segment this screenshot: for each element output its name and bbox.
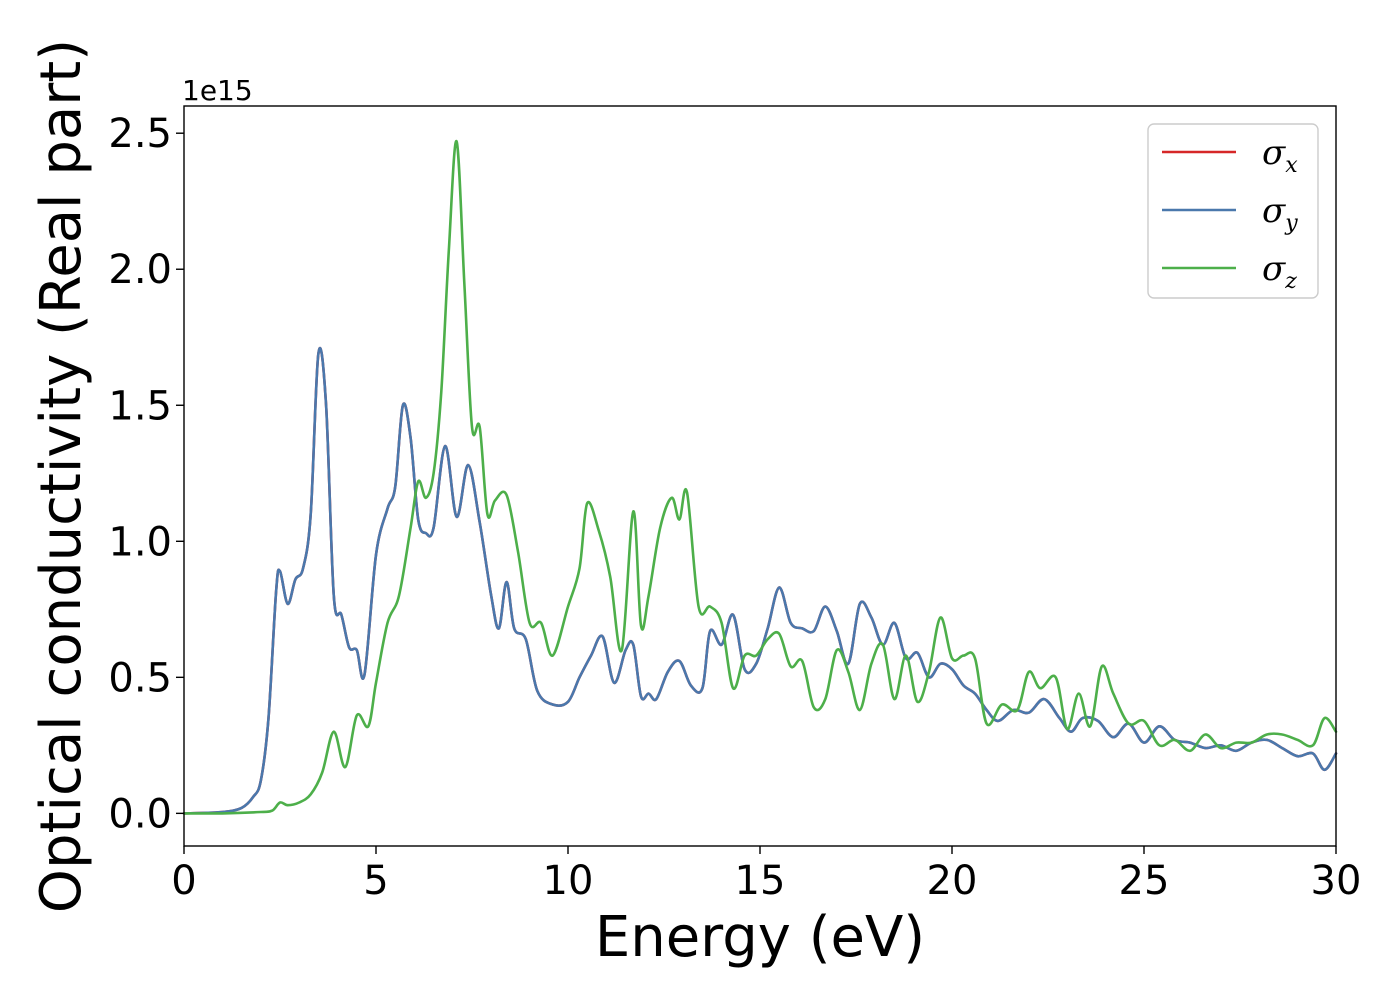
plot-background — [184, 106, 1336, 846]
legend-label-y: σy — [1262, 191, 1298, 236]
legend: σx σy σz — [1147, 123, 1319, 299]
y-tick-label: 0.5 — [108, 655, 172, 701]
y-axis-title: Optical conductivity (Real part) — [29, 39, 94, 913]
x-tick-label: 5 — [363, 858, 388, 904]
y-tick-label: 1.0 — [108, 519, 172, 565]
x-tick-label: 0 — [171, 858, 196, 904]
x-axis-title: Energy (eV) — [595, 905, 925, 970]
series-layer — [182, 140, 1338, 815]
x-tick-label: 15 — [735, 858, 786, 904]
x-tick-label: 25 — [1119, 858, 1170, 904]
legend-label-z: σz — [1262, 249, 1297, 294]
series-line-y — [182, 346, 1338, 815]
series-line-z — [182, 140, 1338, 815]
y-tick-label: 1.5 — [108, 383, 172, 429]
x-tick-label: 20 — [927, 858, 978, 904]
x-tick-label: 10 — [543, 858, 594, 904]
y-axis: 0.0 0.5 1.0 1.5 2.0 2.5 — [108, 111, 184, 837]
x-axis: 0 5 10 15 20 25 30 — [171, 846, 1361, 904]
y-offset-label: 1e15 — [182, 74, 253, 107]
y-tick-label: 2.0 — [108, 247, 172, 293]
y-tick-label: 0.0 — [108, 791, 172, 837]
y-tick-label: 2.5 — [108, 111, 172, 157]
x-tick-label: 30 — [1311, 858, 1362, 904]
legend-label-x: σx — [1262, 133, 1298, 178]
